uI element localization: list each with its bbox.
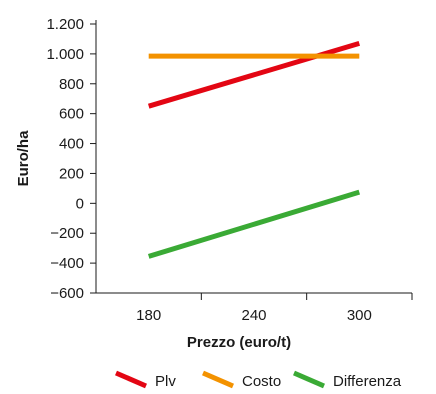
x-axis-title: Prezzo (euro/t)	[187, 334, 291, 351]
y-tick-label: −600	[50, 285, 84, 302]
x-tick-label: 240	[241, 307, 266, 324]
series-lines	[147, 41, 361, 259]
legend-label-plv: Plv	[155, 373, 176, 390]
y-axis-ticks: 1.200 1.000 800 600 400 200 0 −200 −400 −600	[46, 16, 96, 302]
series-line-plv	[147, 41, 361, 109]
legend-label-costo: Costo	[242, 373, 281, 390]
y-tick-label: 1.000	[46, 46, 84, 63]
legend-label-differenza: Differenza	[333, 373, 402, 390]
y-tick-label: 400	[59, 136, 84, 153]
x-tick-label: 180	[136, 307, 161, 324]
y-tick-label: −400	[50, 255, 84, 272]
y-tick-label: 200	[59, 165, 84, 182]
y-tick-label: 600	[59, 106, 84, 123]
legend-swatch-costo	[202, 370, 234, 389]
y-axis-title: Euro/ha	[15, 130, 32, 186]
legend-swatch-differenza	[293, 370, 325, 389]
y-tick-label: 800	[59, 76, 84, 93]
legend-swatch-plv	[115, 370, 147, 389]
y-tick-label: 0	[76, 195, 84, 212]
y-tick-label: −200	[50, 225, 84, 242]
legend: Plv Costo Differenza	[115, 370, 402, 390]
x-axis-ticks: 180 240 300	[136, 293, 413, 324]
series-line-differenza	[147, 189, 361, 259]
x-tick-label: 300	[347, 307, 372, 324]
y-tick-label: 1.200	[46, 16, 84, 33]
